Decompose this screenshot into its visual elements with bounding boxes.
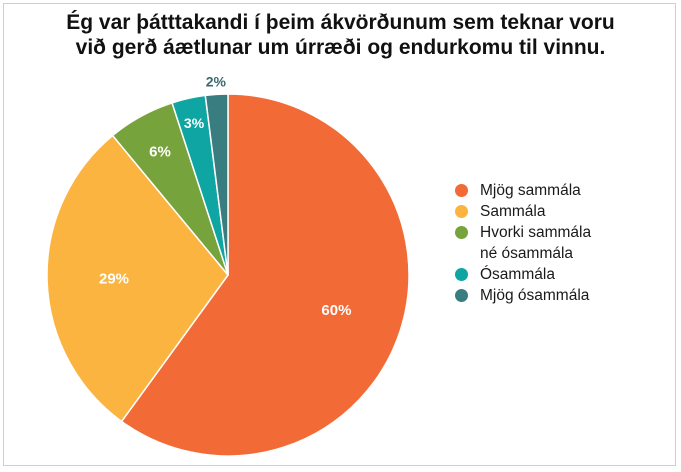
legend-label-sammala: Sammála [480,203,546,220]
pie-slice-mjog-osammala [204,93,229,276]
data-label-osammala: 3% [184,115,205,131]
legend-item-mjog-sammala: Mjög sammála [455,180,620,201]
pie-slice-mjog-sammala [120,93,410,457]
chart-title-line-2: við gerð áætlunar um úrræði og endurkomu… [75,36,606,59]
legend-label-mjog-osammala: Mjög ósammála [480,287,590,304]
legend-item-osammala: Ósammála [455,264,620,285]
legend-item-sammala: Sammála [455,201,620,222]
legend-swatch-hvorki-sammala-ne-osammala [455,226,468,239]
chart-legend: Mjög sammála Sammála Hvorki sammála né ósam… [455,180,620,306]
legend-item-hvorki-sammala-ne-osammala: Hvorki sammála né ósammála [455,222,620,264]
chart-title-line-1: Ég var þátttakandi í þeim ákvörðunum sem… [66,11,615,34]
legend-swatch-osammala [455,268,468,281]
pie-slice-sammala [46,134,229,423]
legend-item-mjog-osammala: Mjög ósammála [455,285,620,306]
legend-swatch-sammala [455,205,468,218]
legend-swatch-mjog-sammala [455,184,468,197]
chart-title: Ég var þátttakandi í þeim ákvörðunum sem… [20,10,661,60]
data-label-sammala: 29% [99,271,129,288]
legend-label-hvorki-sammala-ne-osammala: Hvorki sammála né ósammála [480,224,592,262]
legend-label-mjog-sammala: Mjög sammála [480,182,581,199]
legend-label-osammala: Ósammála [480,266,555,283]
chart-frame [3,3,676,466]
legend-swatch-mjog-osammala [455,289,468,302]
data-label-hvorki-sammala-ne-osammala: 6% [149,143,171,160]
data-label-mjog-osammala: 2% [206,74,227,90]
data-label-mjog-sammala: 60% [321,302,351,319]
